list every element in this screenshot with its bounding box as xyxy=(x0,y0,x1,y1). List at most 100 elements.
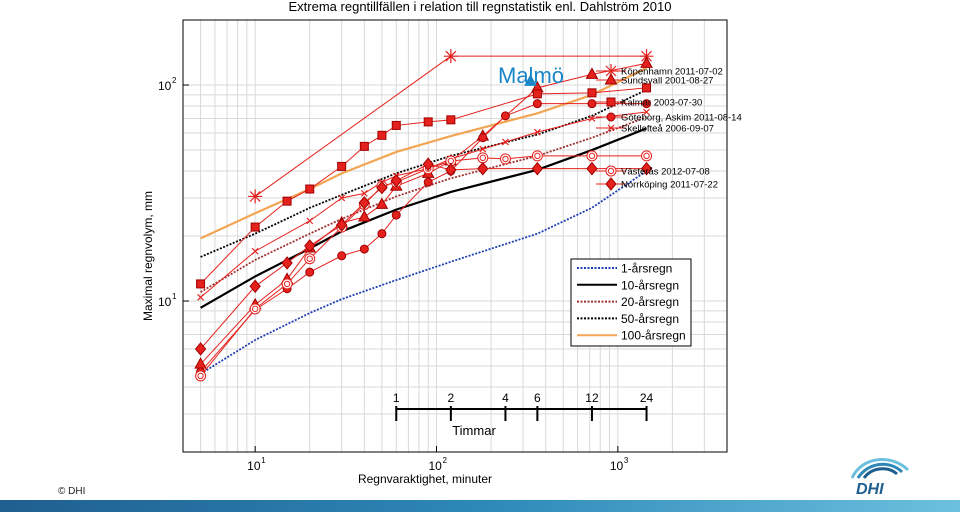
event-sundsvall-point xyxy=(640,56,653,68)
event-norrkping-point-shape xyxy=(422,157,434,171)
legend-vsters-marker-inner xyxy=(607,167,615,175)
event-skellefte-point-shape xyxy=(197,293,204,301)
event-vsters-point-inner xyxy=(502,155,509,163)
event-skellefte-point-shape xyxy=(360,189,368,197)
event-gteborg-point-shape xyxy=(642,99,652,109)
legend-kalmar-marker-shape xyxy=(606,97,616,107)
event-kalmar-point xyxy=(305,184,315,194)
event-norrkping-point xyxy=(390,174,402,188)
event-norrkping-point xyxy=(477,161,489,176)
event-kalmar-point-shape xyxy=(642,83,652,93)
event-gteborg-point-shape xyxy=(423,177,433,187)
event-sundsvall-point-shape xyxy=(585,67,599,79)
hour-scale-label: 6 xyxy=(534,391,541,405)
event-vsters-point xyxy=(281,278,293,290)
event-kalmar-point-shape xyxy=(446,115,456,125)
event-norrkping-point xyxy=(336,218,348,232)
hour-scale-label: 1 xyxy=(393,391,400,405)
event-vsters-point-inner xyxy=(251,305,259,313)
event-gteborg-point-shape xyxy=(587,99,597,109)
event-kalmar-point-shape xyxy=(359,141,369,151)
event-skellefte-point xyxy=(588,115,596,122)
event-skellefte-point-shape xyxy=(306,217,314,225)
series-line-20-rsregn xyxy=(200,116,647,293)
event-vsters-point xyxy=(195,370,207,382)
event-kalmar-point xyxy=(282,196,292,206)
y-tick-exponent: 2 xyxy=(172,76,177,85)
event-kpenhamn-point-shape xyxy=(443,49,458,64)
event-vsters-point-inner xyxy=(283,280,291,288)
x-tick-exponent: 1 xyxy=(261,456,266,465)
x-tick-label: 10 xyxy=(428,459,442,473)
event-kalmar-point-shape xyxy=(282,196,292,206)
event-gteborg-point-shape xyxy=(337,251,347,261)
x-tick-exponent: 3 xyxy=(624,456,629,465)
event-kalmar-point-shape xyxy=(423,117,433,127)
event-gteborg-point-shape xyxy=(532,99,542,109)
event-kalmar-point xyxy=(250,222,260,232)
event-vsters-point-shape xyxy=(281,278,293,290)
event-norrkping-point xyxy=(531,161,544,176)
event-skellefte-point xyxy=(338,194,346,202)
hour-scale-label: 2 xyxy=(448,391,455,405)
event-vsters-point-inner xyxy=(479,154,486,162)
event-kpenhamn-point xyxy=(248,189,263,204)
event-vsters-point-shape xyxy=(195,370,207,382)
timmar-label: Timmar xyxy=(452,423,496,438)
legend-sundsvall-marker xyxy=(604,72,618,85)
event-gteborg-point xyxy=(337,251,347,261)
event-skellefte-point-shape xyxy=(338,194,346,202)
event-norrkping-point-shape xyxy=(390,174,402,188)
event-sundsvall-point-shape xyxy=(640,56,653,68)
y-axis-label: Maximal regnvolym, mm xyxy=(141,191,155,321)
legend-sundsvall-marker-shape xyxy=(604,72,618,85)
statistics-legend: 1-årsregn 10-årsregn 20-årsregn 50-årsregn 1… xyxy=(570,258,692,347)
event-gteborg-point xyxy=(478,133,488,143)
series-line-100-rsregn xyxy=(200,66,648,240)
hour-scale-label: 24 xyxy=(640,391,654,405)
event-vsters-point xyxy=(641,150,653,162)
event-kalmar-point xyxy=(196,279,206,289)
legend-kpenhamn-marker-shape xyxy=(604,64,618,78)
legend-gteborg-marker-shape xyxy=(606,112,616,122)
event-kalmar-point-shape xyxy=(532,89,542,99)
legend-gteborg-label: Göteborg, Askim 2011-08-14 xyxy=(621,113,742,124)
event-sundsvall-point xyxy=(585,67,599,79)
event-kalmar-point xyxy=(446,115,456,125)
event-norrkping-point-shape xyxy=(249,279,261,294)
event-vsters-point-shape xyxy=(477,152,489,164)
legend-norrkping-marker xyxy=(605,177,617,191)
event-gteborg-point xyxy=(532,99,542,109)
event-norrkping-point xyxy=(445,163,457,177)
event-kalmar-point xyxy=(359,141,369,151)
event-skellefte-point-shape xyxy=(251,247,259,255)
event-skellefte-point-shape xyxy=(533,128,541,136)
event-norrkping-point xyxy=(194,342,207,356)
dhi-logo-wave-2 xyxy=(856,462,904,479)
event-norrkping-point-shape xyxy=(358,195,370,210)
legend-kpenhamn-marker xyxy=(604,64,618,78)
event-skellefte-point xyxy=(306,217,314,225)
event-vsters-point-inner xyxy=(588,152,596,160)
event-skellefte-point-shape xyxy=(643,108,650,116)
event-sundsvall-point xyxy=(357,209,371,222)
event-kalmar-point-shape xyxy=(196,279,206,289)
event-kalmar-point xyxy=(423,117,433,127)
event-kpenhamn-point-shape xyxy=(248,189,263,204)
dhi-logo-wave-3 xyxy=(862,467,898,479)
event-gteborg-point xyxy=(391,210,401,220)
event-norrkping-line xyxy=(200,163,647,350)
legend-norrkping-marker-shape xyxy=(605,177,617,191)
event-kalmar-point xyxy=(337,161,347,171)
event-norrkping-point xyxy=(640,161,653,176)
event-vsters-point-shape xyxy=(304,253,316,265)
event-norrkping-point xyxy=(304,239,316,253)
event-norrkping-point-shape xyxy=(376,180,388,195)
statistics-legend-label: 20-årsregn xyxy=(621,295,679,309)
event-kalmar-point xyxy=(532,89,542,99)
event-skellefte-point xyxy=(197,293,204,301)
event-kalmar-point-shape xyxy=(391,120,401,130)
event-kalmar-point xyxy=(377,130,387,140)
